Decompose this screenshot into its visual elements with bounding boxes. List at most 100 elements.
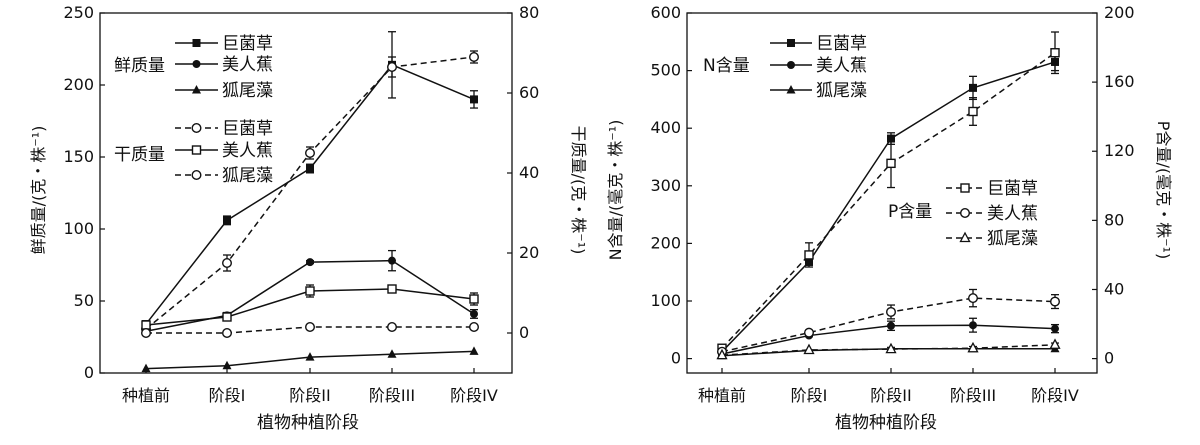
legend-marker (787, 39, 795, 47)
data-point (887, 321, 895, 330)
data-point (305, 352, 315, 361)
data-point (140, 328, 151, 339)
legend-marker (191, 145, 202, 155)
plot-frame (99, 12, 513, 374)
legend-marker (786, 85, 796, 94)
y2-tick-label: 0 (519, 323, 529, 342)
data-point (1050, 48, 1060, 58)
data-point (470, 309, 478, 318)
x-tick-label: 阶段IV (450, 386, 498, 405)
data-point (221, 258, 232, 269)
data-point (387, 284, 397, 294)
y2-tick-label: 20 (519, 243, 539, 262)
y-tick-label: 0 (84, 363, 94, 382)
y-axis-title: N含量/(毫克・株⁻¹) (606, 120, 625, 261)
data-point (387, 62, 398, 73)
data-point (469, 294, 479, 304)
data-point (306, 258, 314, 267)
legend-title: 干质量 (114, 145, 165, 165)
y-tick-label: 100 (650, 291, 681, 310)
y2-axis-title: P含量/(毫克・株⁻¹) (1154, 121, 1173, 259)
x-tick-label: 种植前 (698, 386, 746, 405)
data-point (305, 322, 316, 333)
data-point (222, 312, 232, 322)
data-point (804, 327, 815, 338)
x-axis-title: 植物种植阶段 (835, 413, 937, 433)
legend-label: 巨菌草 (816, 34, 867, 54)
y-tick-label: 200 (650, 233, 681, 252)
y2-tick-label: 200 (1104, 3, 1135, 22)
legend-label: 狐尾藻 (222, 81, 273, 101)
y-tick-label: 400 (650, 118, 681, 137)
y2-tick-label: 160 (1104, 72, 1135, 91)
x-axis-title: 植物种植阶段 (257, 413, 359, 433)
data-point (221, 328, 232, 339)
data-point (969, 83, 977, 92)
data-point (967, 341, 979, 353)
x-tick-label: 阶段III (369, 386, 415, 405)
legend-label: 狐尾藻 (222, 166, 273, 186)
data-point (1051, 324, 1059, 333)
data-point (223, 216, 231, 225)
data-point (1049, 338, 1061, 349)
y2-axis-title: 干质量/(克・株⁻¹) (569, 126, 588, 255)
x-tick-label: 阶段II (289, 386, 330, 405)
legend-title: P含量 (888, 202, 932, 222)
data-point (804, 250, 814, 260)
data-point (469, 346, 479, 355)
legend-title: N含量 (703, 56, 750, 76)
legend-label: 美人蕉 (987, 204, 1038, 224)
series-鲜质量-狐尾藻 (141, 346, 479, 373)
data-point (886, 306, 897, 317)
data-point (388, 256, 396, 265)
legend-marker (192, 85, 201, 94)
series-干质量-狐尾藻 (140, 322, 480, 339)
legend-marker (787, 61, 795, 69)
data-point (305, 147, 316, 158)
x-tick-label: 阶段II (870, 386, 911, 405)
legend-marker (191, 122, 202, 133)
data-point (141, 320, 151, 330)
data-point (968, 293, 979, 304)
data-point (1049, 296, 1060, 307)
legend-marker (192, 39, 201, 47)
x-tick-label: 阶段I (791, 386, 828, 405)
y2-tick-label: 0 (1104, 349, 1114, 368)
series-干质量-美人蕉 (141, 284, 479, 330)
chart-panel-1: 0 50 100 150 200 250 0 20 40 60 80 种植前 阶段I 阶段II 阶段III 阶… (29, 3, 588, 433)
data-point (222, 360, 232, 370)
data-point (141, 363, 151, 373)
y-tick-label: 300 (650, 176, 681, 195)
data-point (886, 158, 896, 169)
data-point (885, 342, 897, 354)
data-point (716, 348, 728, 360)
y-tick-label: 500 (650, 61, 681, 80)
legend-title: 鲜质量 (114, 56, 165, 76)
data-point (969, 321, 977, 330)
data-point (387, 322, 398, 333)
legend-label: 巨菌草 (222, 34, 273, 54)
y-tick-label: 600 (650, 3, 681, 22)
legend-label: 巨菌草 (987, 179, 1038, 199)
y2-tick-label: 60 (519, 83, 539, 102)
legend-label: 美人蕉 (222, 55, 273, 75)
x-tick-label: 阶段IV (1031, 386, 1079, 405)
legend-marker (960, 207, 971, 218)
data-point (305, 286, 315, 296)
data-point (469, 322, 480, 333)
y2-tick-label: 80 (1104, 210, 1124, 229)
y2-tick-label: 40 (519, 163, 539, 182)
plot-frame (686, 12, 1098, 374)
y2-tick-label: 120 (1104, 141, 1135, 160)
chart-panel-2: 0 100 200 300 400 500 600 0 40 80 120 160 200 种植前 阶段I 阶… (606, 3, 1173, 433)
legend-marker (960, 183, 970, 193)
y-tick-label: 100 (63, 219, 94, 238)
data-point (968, 106, 978, 117)
legend-label: 狐尾藻 (816, 81, 867, 101)
data-point (470, 95, 478, 104)
data-point (469, 52, 480, 63)
